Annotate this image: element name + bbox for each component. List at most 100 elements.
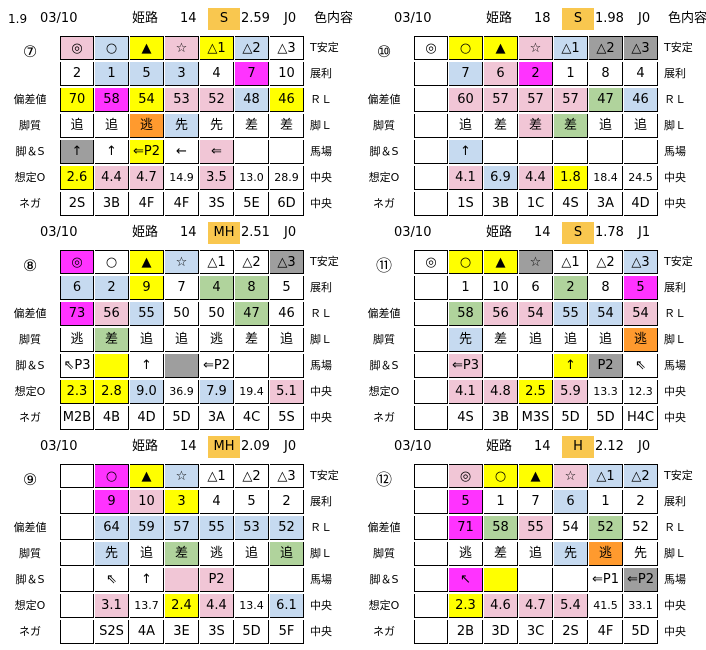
neg-cell: 3B: [484, 192, 518, 216]
row-mark: ◎ ○ ▲ ☆ △1 △2 △3 T安定: [354, 250, 706, 274]
mark-cell: △2: [235, 250, 269, 274]
row-legs: 脚＆S ↑ 馬場: [354, 140, 706, 164]
style-cell: 追: [554, 328, 588, 352]
deviation-cell: 50: [200, 302, 234, 326]
legs-cell: [270, 354, 304, 378]
mark-cell: △1: [589, 464, 623, 488]
row-label-left: 偏差値: [367, 93, 401, 106]
neg-cell: [60, 620, 94, 644]
deviation-cell: 52: [200, 88, 234, 112]
deviation-cell: 56: [484, 302, 518, 326]
odds-cell: 4.4: [200, 594, 234, 618]
odds-cell: 13.4: [235, 594, 269, 618]
odds-cell: [414, 166, 448, 190]
row-label-left: 想定O: [368, 171, 400, 184]
row-label-right: 馬場: [310, 359, 332, 372]
runners-count: 18: [534, 11, 551, 26]
neg-cell: 1S: [449, 192, 483, 216]
mark-cell: △3: [270, 36, 304, 60]
row-label-right: 中央: [310, 171, 332, 184]
odds-cell: [414, 380, 448, 404]
number-cell: 3: [165, 62, 199, 86]
number-cell: 2: [60, 62, 94, 86]
row-label-right: T安定: [664, 469, 693, 482]
deviation-cell: 70: [60, 88, 94, 112]
style-cell: 逃: [200, 542, 234, 566]
deviation-cell: 54: [519, 302, 553, 326]
odds-cell: 6.1: [270, 594, 304, 618]
number-cell: 1: [589, 490, 623, 514]
row-mark: ◎ ○ ▲ ☆ △1 △2 T安定: [354, 464, 706, 488]
mark-cell: ☆: [165, 464, 199, 488]
deviation-cell: 48: [235, 88, 269, 112]
style-cell: 逃: [200, 328, 234, 352]
legs-cell: ⇐P2: [200, 354, 234, 378]
row-label-left: 偏差値: [13, 307, 47, 320]
number-cell: 4: [200, 62, 234, 86]
number-cell: [414, 62, 448, 86]
runners-count: 14: [180, 11, 197, 26]
neg-cell: 4B: [95, 406, 129, 430]
number-cell: 4: [200, 276, 234, 300]
mark-cell: △2: [624, 464, 658, 488]
panel-header: 03/10 姫路 14 H 2.12 J0: [354, 436, 706, 460]
odds-cell: 4.7: [130, 166, 164, 190]
venue-label: 姫路: [486, 225, 513, 240]
row-label-right: T安定: [310, 41, 339, 54]
neg-cell: 4A: [130, 620, 164, 644]
number-cell: 9: [95, 490, 129, 514]
venue-label: 姫路: [132, 11, 159, 26]
neg-cell: M2B: [60, 406, 94, 430]
score-value: 1.98: [595, 11, 624, 26]
neg-cell: 3D: [484, 620, 518, 644]
deviation-cell: 50: [165, 302, 199, 326]
neg-cell: 3A: [200, 406, 234, 430]
number-cell: 5: [235, 490, 269, 514]
number-cell: 2: [519, 62, 553, 86]
row-label-left: 脚＆S: [369, 573, 399, 586]
style-cell: 追: [130, 542, 164, 566]
row-number: 2 1 5 3 4 7 10 展利: [0, 62, 352, 86]
neg-cell: 6D: [270, 192, 304, 216]
row-mark: ◎ ○ ▲ ☆ △1 △2 △3 T安定: [0, 250, 352, 274]
deviation-cell: 59: [130, 516, 164, 540]
odds-cell: 4.1: [449, 166, 483, 190]
row-label-right: 中央: [664, 411, 686, 424]
row-label-right: ＲＬ: [310, 93, 332, 106]
deviation-cell: 73: [60, 302, 94, 326]
row-legs: 脚＆S ⇐P3 ↑ P2 ⇖ 馬場: [354, 354, 706, 378]
mark-cell: △2: [589, 250, 623, 274]
neg-cell: 4C: [235, 406, 269, 430]
row-deviation: 偏差値 60 57 57 57 47 46 ＲＬ: [354, 88, 706, 112]
odds-cell: 3.5: [200, 166, 234, 190]
extra-label: 色内容: [668, 11, 706, 26]
neg-cell: 5D: [554, 406, 588, 430]
row-label-left: 脚質: [373, 333, 395, 346]
number-cell: 8: [589, 276, 623, 300]
jockey-rank: J0: [638, 11, 651, 26]
deviation-cell: 52: [589, 516, 623, 540]
deviation-cell: 58: [95, 88, 129, 112]
odds-cell: 41.5: [589, 594, 623, 618]
row-label-left: 想定O: [14, 599, 46, 612]
race-number: ⑦: [22, 42, 38, 61]
race-panel: 03/10 姫路 18 S 1.98 J0 色内容 ⑩ ◎ ○ ▲ ☆ △1 △2 △3 T安定 7 6 2 1 8 4 展…: [354, 8, 706, 216]
number-cell: [60, 490, 94, 514]
row-deviation: 偏差値 70 58 54 53 52 48 46 ＲＬ: [0, 88, 352, 112]
row-label-right: 中央: [664, 197, 686, 210]
legs-cell: [554, 140, 588, 164]
style-cell: 先: [554, 542, 588, 566]
style-cell: 追: [235, 542, 269, 566]
odds-cell: 5.9: [554, 380, 588, 404]
row-style: 脚質追追逃先先差差脚Ｌ: [0, 114, 352, 138]
style-cell: 逃: [589, 542, 623, 566]
neg-cell: 5F: [270, 620, 304, 644]
neg-cell: 5D: [235, 620, 269, 644]
deviation-cell: 55: [130, 302, 164, 326]
date-label: 03/10: [394, 439, 432, 454]
mark-cell: ☆: [519, 36, 553, 60]
deviation-cell: 46: [624, 88, 658, 112]
jockey-rank: J0: [284, 439, 297, 454]
row-odds: 想定O 2.3 4.6 4.7 5.4 41.5 33.1 中央: [354, 594, 706, 618]
row-deviation: 偏差値 64 59 57 55 53 52 ＲＬ: [0, 516, 352, 540]
